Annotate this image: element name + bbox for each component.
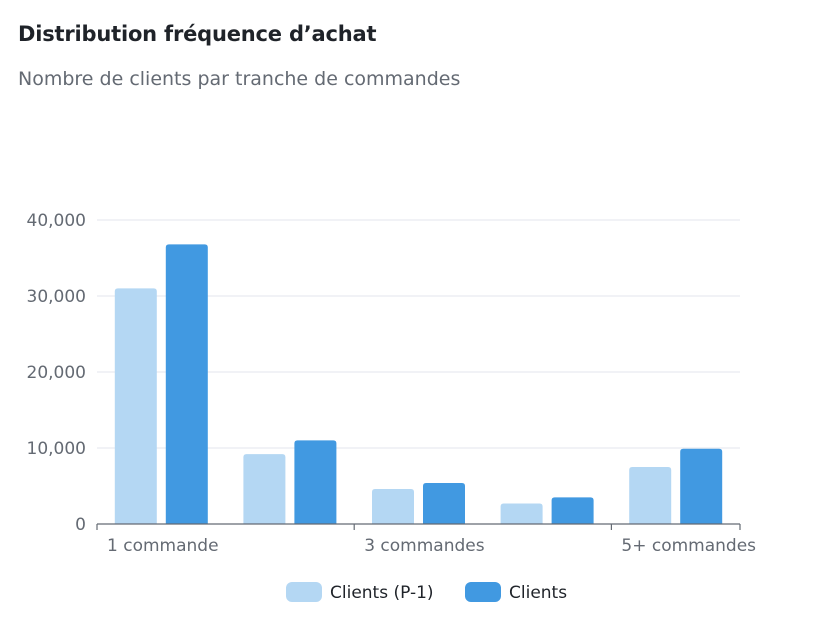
bar-clients-p1-3[interactable]	[500, 503, 543, 524]
y-axis-ticks: 0 10,000 20,000 30,000 40,000	[27, 211, 86, 535]
x-tick-label: 3 commandes	[364, 536, 485, 556]
bar-clients-2[interactable]	[423, 482, 465, 524]
bar-clients-0[interactable]	[165, 244, 208, 524]
x-tick-label: 5+ commandes	[621, 536, 756, 556]
y-tick-label: 30,000	[27, 287, 86, 307]
y-tick-label: 40,000	[27, 211, 86, 231]
bar-clients-p1-0[interactable]	[114, 288, 157, 524]
legend[interactable]: Clients (P-1) Clients	[286, 582, 567, 603]
bar-clients-p1-2[interactable]	[372, 489, 414, 524]
x-tick-label: 1 commande	[107, 536, 219, 556]
y-tick-label: 20,000	[27, 363, 86, 383]
legend-swatch-clients[interactable]	[465, 582, 501, 602]
bar-clients-3[interactable]	[551, 497, 594, 524]
legend-label[interactable]: Clients (P-1)	[330, 583, 434, 603]
x-axis: 1 commande 3 commandes 5+ commandes	[96, 523, 756, 556]
legend-label[interactable]: Clients	[509, 583, 567, 603]
bar-clients-4[interactable]	[680, 448, 723, 524]
chart-subtitle: Nombre de clients par tranche de command…	[18, 68, 461, 90]
y-tick-label: 0	[75, 515, 86, 535]
y-tick-label: 10,000	[27, 439, 86, 459]
bar-clients-p1-1[interactable]	[243, 454, 286, 524]
bar-clients-1[interactable]	[294, 440, 337, 524]
legend-swatch-clients-p1[interactable]	[286, 582, 322, 602]
bar-series	[114, 244, 723, 524]
bar-clients-p1-4[interactable]	[629, 467, 672, 524]
chart-title: Distribution fréquence d’achat	[18, 22, 377, 46]
